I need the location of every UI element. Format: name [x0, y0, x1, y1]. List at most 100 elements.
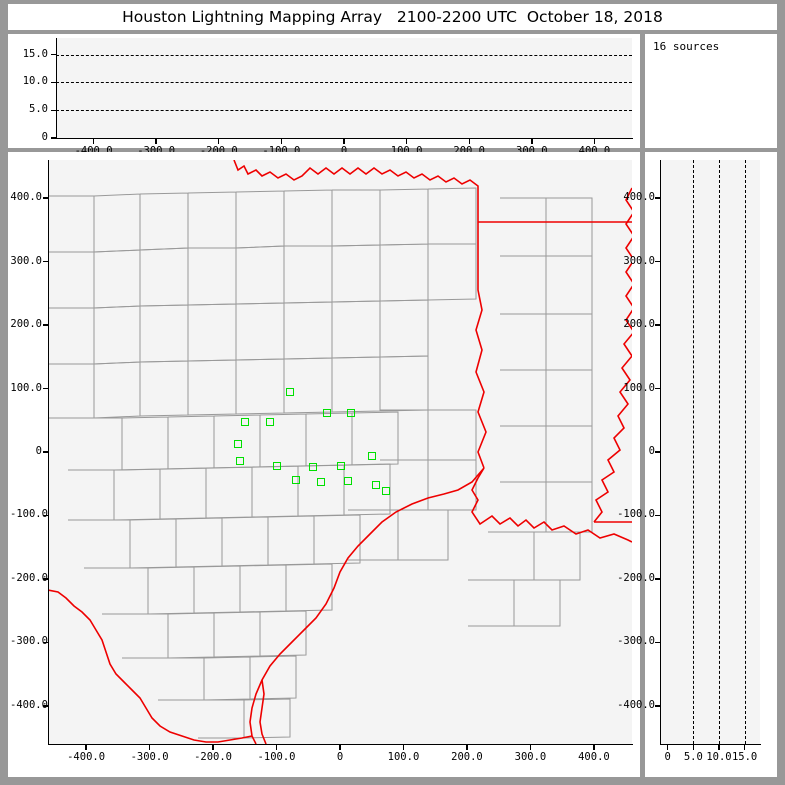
altitude-x-tick-label: 5.0 — [683, 751, 703, 763]
altitude-y-tick-label: 400.0 — [623, 191, 655, 204]
map-y-tick — [43, 387, 49, 390]
lightning-source-marker — [234, 440, 243, 449]
lightning-source-marker — [272, 461, 281, 470]
altitude-y-tick — [655, 324, 661, 326]
map-y-tick-label: -200.0 — [10, 571, 48, 584]
altitude-y-tick — [655, 387, 661, 390]
map-x-tick-label: -300.0 — [130, 751, 169, 763]
altitude-y-tick — [655, 451, 661, 453]
altitude-x-tick — [743, 744, 746, 750]
altitude-plot-area[interactable] — [660, 160, 760, 744]
map-x-tick — [339, 744, 341, 750]
time-height-plot-area[interactable] — [56, 38, 632, 138]
altitude-y-tick — [655, 260, 661, 263]
map-y-tick-label: -100.0 — [10, 508, 48, 521]
time-height-y-tick-label: 10.0 — [22, 75, 48, 88]
lightning-source-marker — [286, 388, 295, 397]
map-y-tick — [43, 451, 49, 453]
map-x-tick-label: -400.0 — [67, 751, 106, 763]
map-y-tick — [43, 197, 49, 199]
altitude-y-tick-label: -200.0 — [617, 571, 655, 584]
altitude-y-tick-label: 200.0 — [623, 318, 655, 331]
lightning-source-marker — [291, 475, 300, 484]
time-height-gridline — [56, 54, 632, 56]
map-x-tick — [593, 744, 595, 750]
state-borders — [48, 160, 632, 744]
map-y-tick — [43, 260, 49, 263]
altitude-y-tick — [655, 578, 661, 580]
time-height-y-tick — [51, 53, 57, 56]
time-height-x-tick — [92, 138, 95, 144]
lightning-source-marker — [347, 408, 356, 417]
time-height-x-tick-label: 0 — [340, 145, 348, 157]
lightning-source-marker — [323, 408, 332, 417]
map-x-tick — [402, 744, 405, 750]
map-y-tick-label: -400.0 — [10, 698, 48, 711]
map-x-tick — [275, 744, 278, 750]
lightning-source-marker — [371, 481, 380, 489]
map-x-tick-label: 100.0 — [387, 751, 420, 763]
map-y-tick — [43, 324, 49, 326]
altitude-y-tick-label: 100.0 — [623, 381, 655, 394]
page-title: Houston Lightning Mapping Array 2100-220… — [122, 8, 663, 26]
map-x-tick-label: 300.0 — [514, 751, 547, 763]
map-x-tick-label: -100.0 — [257, 751, 296, 763]
map-y-tick-label: 200.0 — [10, 318, 42, 331]
map-x-tick — [148, 744, 151, 750]
source-count-label: 16 sources — [653, 40, 720, 53]
time-height-x-tick — [218, 138, 220, 144]
map-y-tick-label: 400.0 — [10, 191, 42, 204]
title-bar: Houston Lightning Mapping Array 2100-220… — [8, 4, 777, 30]
map-y-tick-label: 300.0 — [10, 254, 42, 267]
lightning-source-marker — [309, 463, 318, 472]
altitude-x-tick — [692, 744, 695, 750]
time-height-x-tick — [155, 138, 157, 144]
time-height-x-tick — [280, 138, 283, 144]
map-y-tick — [43, 705, 49, 707]
altitude-y-tick — [655, 705, 661, 707]
map-plot-area[interactable] — [48, 160, 632, 744]
altitude-y-tick — [655, 197, 661, 199]
time-height-x-tick — [593, 138, 596, 144]
map-y-tick — [43, 514, 49, 517]
source-count-panel: 16 sources — [645, 34, 777, 148]
altitude-x-tick-label: 15.0 — [731, 751, 758, 763]
map-x-tick-label: 0 — [336, 751, 344, 763]
altitude-y-tick — [655, 514, 661, 517]
altitude-y-tick-label: -100.0 — [617, 508, 655, 521]
map-x-tick — [85, 744, 87, 750]
time-height-x-tick — [405, 138, 408, 144]
altitude-gridline — [718, 160, 720, 744]
lightning-source-marker — [240, 417, 249, 426]
altitude-x-axis — [660, 744, 761, 746]
time-height-y-tick-label: 5.0 — [29, 103, 48, 116]
altitude-y-tick-label: 0 — [648, 445, 655, 457]
lightning-source-marker — [316, 478, 325, 487]
time-height-panel: 0 5.0 10.0 15.0 -400.0 -300.0 -200.0 -100.0 0 100… — [8, 34, 640, 157]
time-height-y-tick — [51, 137, 57, 139]
altitude-y-tick — [655, 641, 661, 644]
altitude-x-tick-label: 10.0 — [706, 751, 732, 763]
time-height-y-axis — [56, 38, 58, 139]
altitude-panel: -400.0 -300.0 -200.0 -100.0 0 100.0 200.0 300.0… — [617, 152, 777, 777]
time-height-x-tick — [531, 138, 533, 144]
time-height-gridline — [56, 82, 632, 84]
time-height-y-tick-label: 15.0 — [22, 47, 48, 60]
altitude-y-tick-label: -300.0 — [617, 635, 655, 648]
altitude-gridline — [744, 160, 746, 744]
time-height-x-tick — [468, 138, 470, 144]
lightning-source-marker — [381, 487, 390, 496]
lightning-source-marker — [343, 477, 352, 486]
time-height-x-tick — [343, 138, 345, 144]
time-height-gridline — [56, 110, 632, 112]
altitude-x-tick-label: 0 — [664, 751, 671, 763]
lightning-source-marker — [367, 451, 376, 460]
lightning-source-marker — [266, 417, 275, 426]
map-y-tick-label: 100.0 — [10, 381, 42, 394]
map-y-tick-label: 0 — [35, 445, 42, 457]
map-x-tick — [212, 744, 214, 750]
altitude-y-tick-label: -400.0 — [617, 698, 655, 711]
altitude-x-tick — [666, 744, 669, 750]
map-x-tick — [466, 744, 468, 750]
